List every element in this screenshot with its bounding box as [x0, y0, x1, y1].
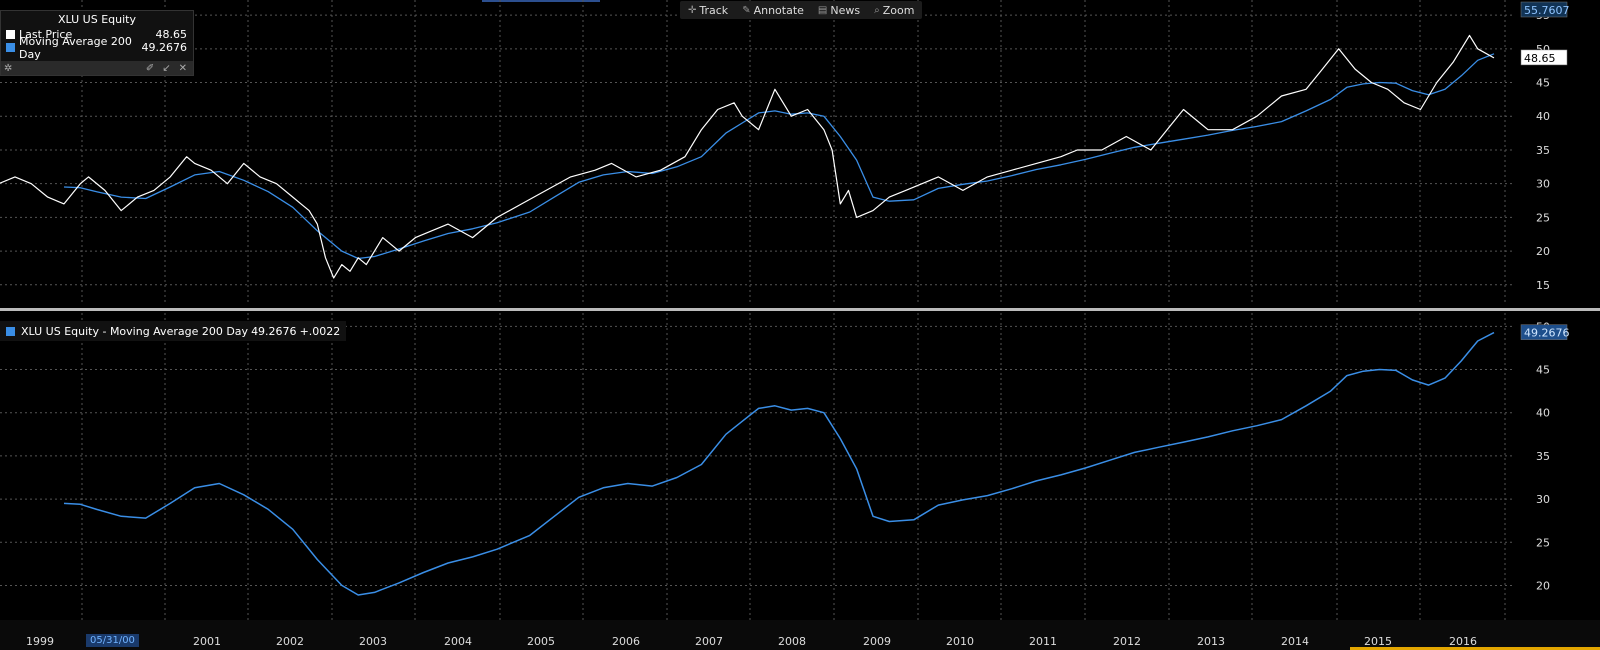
magnifier-icon: ⌕	[874, 4, 880, 16]
legend-swatch-last-price	[6, 30, 15, 39]
status-strip	[1350, 647, 1600, 650]
legend-value-moving-average: 49.2676	[141, 41, 188, 54]
pin-icon[interactable]: ✐	[145, 62, 155, 74]
x-axis-band	[0, 620, 1600, 650]
x-tick-label: 2009	[863, 635, 891, 648]
y-tick-label-top: 45	[1536, 77, 1550, 90]
legend-swatch-moving-average	[6, 43, 15, 52]
y-tick-label-bottom: 40	[1536, 407, 1550, 420]
axis-tag-high: 55.7607	[1524, 4, 1570, 17]
gear-icon[interactable]: ✲	[4, 62, 13, 74]
legend-controls: ✲ ✐ ↙ ✕	[1, 61, 193, 75]
legend-label-last-price: Last Price	[19, 28, 73, 41]
axis-tag-last-price: 48.65	[1524, 52, 1556, 65]
track-button[interactable]: ✛ Track	[688, 4, 728, 17]
y-tick-label-top: 30	[1536, 178, 1550, 191]
x-tick-label: 2004	[444, 635, 472, 648]
y-tick-label-bottom: 25	[1536, 536, 1550, 549]
x-tick-label: 2006	[612, 635, 640, 648]
y-tick-label-bottom: 30	[1536, 493, 1550, 506]
news-button[interactable]: ▤ News	[818, 4, 860, 17]
x-tick-label: 2012	[1113, 635, 1141, 648]
x-tick-label: 2007	[695, 635, 723, 648]
x-tick-label: 1999	[26, 635, 54, 648]
news-icon: ▤	[817, 4, 828, 16]
x-tick-label: 2011	[1029, 635, 1057, 648]
series-moving-average-bottom	[63, 331, 1495, 596]
zoom-button[interactable]: ⌕ Zoom	[874, 4, 914, 17]
legend-top[interactable]: XLU US Equity Last Price 48.65 Moving Av…	[0, 10, 194, 76]
cursor-date-badge: 05/31/00	[86, 634, 139, 647]
series-moving-average-top	[63, 53, 1495, 260]
legend-bottom-label: XLU US Equity - Moving Average 200 Day	[21, 324, 249, 338]
x-tick-label: 2013	[1197, 635, 1225, 648]
news-label: News	[830, 3, 861, 17]
zoom-label: Zoom	[882, 3, 915, 17]
y-tick-label-bottom: 20	[1536, 579, 1550, 592]
collapse-icon[interactable]: ↙	[162, 62, 171, 74]
close-icon[interactable]: ✕	[178, 62, 187, 74]
track-label: Track	[699, 3, 729, 17]
chart-toolbar: ✛ Track ✎ Annotate ▤ News ⌕ Zoom	[680, 1, 923, 19]
series-last-price	[0, 34, 1495, 279]
legend-bottom[interactable]: XLU US Equity - Moving Average 200 Day 4…	[0, 321, 347, 341]
legend-row-moving-average[interactable]: Moving Average 200 Day 49.2676	[1, 35, 193, 61]
axis-tag-ma-bottom-bg	[1520, 324, 1568, 340]
legend-row-last-price[interactable]: Last Price 48.65	[1, 28, 193, 41]
axis-tag-high-bg	[1520, 1, 1568, 18]
y-tick-label-top: 20	[1536, 245, 1550, 258]
panel-divider[interactable]	[0, 308, 1600, 311]
top-accent-strip	[482, 0, 600, 2]
x-tick-label: 2015	[1364, 635, 1392, 648]
legend-title: XLU US Equity	[58, 13, 136, 26]
annotate-label: Annotate	[753, 3, 804, 17]
x-tick-label: 2016	[1449, 635, 1477, 648]
y-tick-label-top: 25	[1536, 211, 1550, 224]
x-tick-label: 2010	[946, 635, 974, 648]
x-tick-label: 2003	[359, 635, 387, 648]
axis-tag-last-price-bg	[1520, 49, 1568, 66]
legend-bottom-value: 49.2676	[251, 324, 297, 338]
y-tick-label-bottom: 45	[1536, 364, 1550, 377]
axis-tag-ma-bottom: 49.2676	[1524, 327, 1570, 340]
x-tick-label: 2002	[276, 635, 304, 648]
x-tick-label: 2001	[193, 635, 221, 648]
y-tick-label-top: 40	[1536, 110, 1550, 123]
annotate-button[interactable]: ✎ Annotate	[742, 4, 804, 17]
y-tick-label-top: 15	[1536, 279, 1550, 292]
x-tick-label: 2008	[778, 635, 806, 648]
y-tick-label-top: 35	[1536, 144, 1550, 157]
y-tick-label-bottom: 35	[1536, 450, 1550, 463]
legend-value-last-price: 48.65	[155, 28, 188, 41]
pencil-icon: ✎	[742, 4, 751, 16]
x-tick-label: 2005	[527, 635, 555, 648]
crosshair-icon: ✛	[688, 4, 697, 16]
legend-swatch-ma-bottom	[6, 326, 15, 336]
legend-label-moving-average: Moving Average 200 Day	[19, 34, 132, 61]
x-tick-label: 2014	[1281, 635, 1309, 648]
legend-bottom-change: +.0022	[299, 324, 341, 338]
